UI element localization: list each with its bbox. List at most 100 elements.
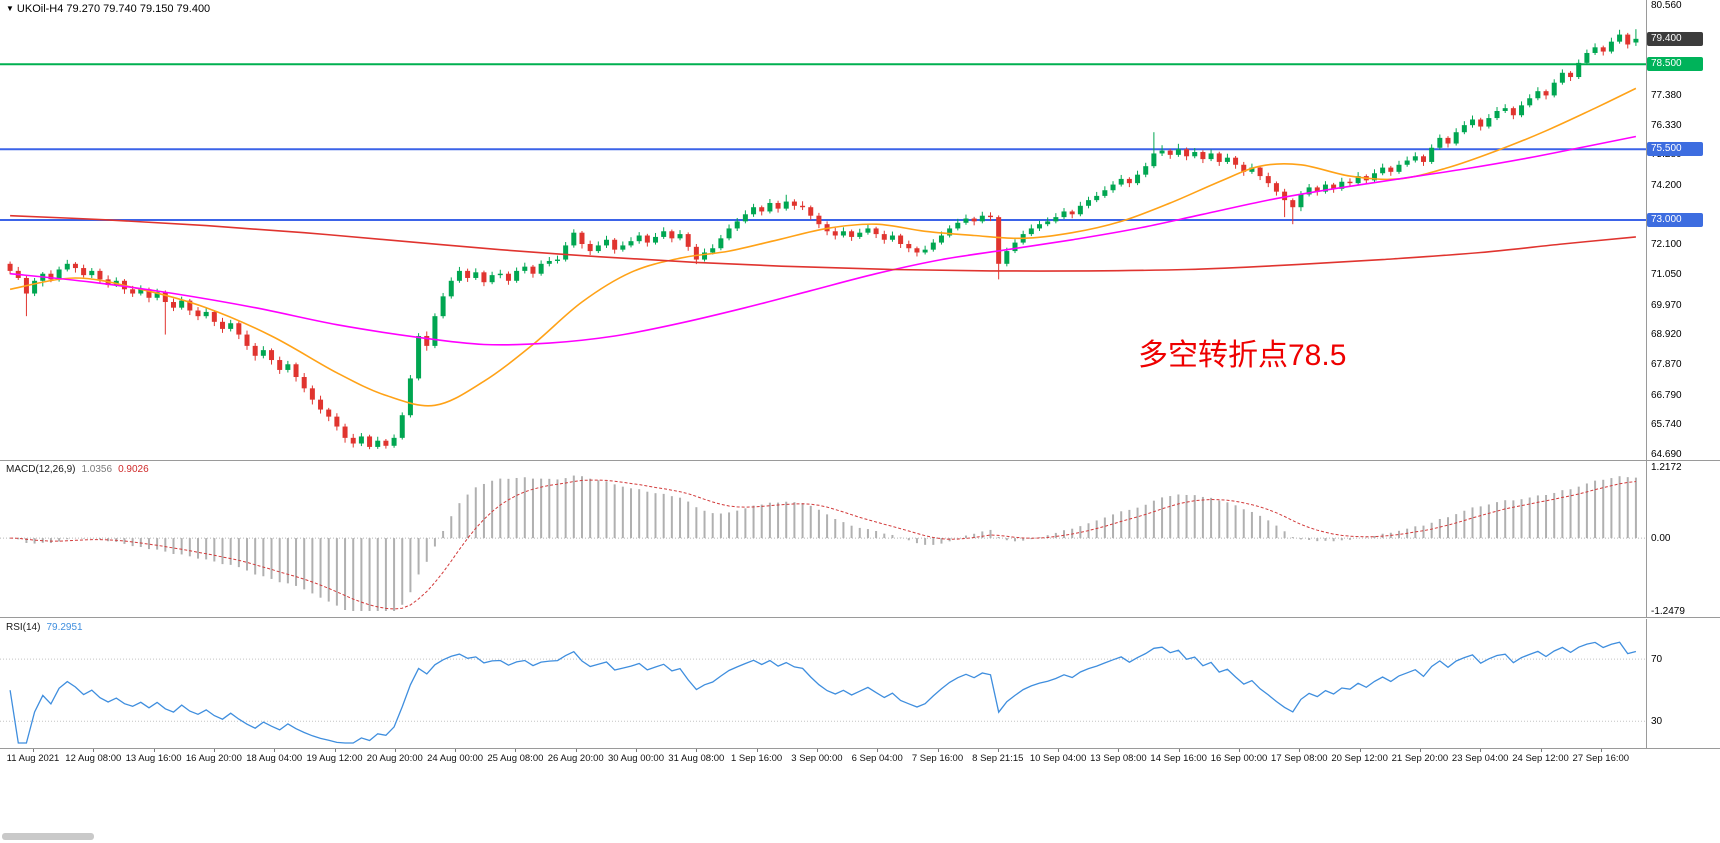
time-axis-label: 7 Sep 16:00 bbox=[911, 753, 964, 764]
time-axis-label: 13 Aug 16:00 bbox=[125, 753, 182, 764]
time-tick bbox=[515, 749, 517, 752]
price-scale-label: 69.970 bbox=[1651, 299, 1682, 311]
ma-mid-line bbox=[10, 135, 1637, 346]
macd-canvas[interactable] bbox=[0, 461, 1646, 617]
macd-axis-label: -1.2479 bbox=[1651, 606, 1685, 617]
macd-axis-label: 1.2172 bbox=[1651, 462, 1682, 473]
time-axis-label: 25 Aug 08:00 bbox=[487, 753, 544, 764]
price-annotation: 多空转折点78.5 bbox=[1138, 339, 1347, 372]
time-tick bbox=[33, 749, 34, 752]
ma-fast-line bbox=[9, 87, 1637, 407]
time-axis-label: 20 Aug 20:00 bbox=[366, 753, 423, 764]
time-tick bbox=[937, 749, 939, 752]
time-tick bbox=[575, 749, 577, 752]
time-axis-label: 26 Aug 20:00 bbox=[547, 753, 604, 764]
panel-separator bbox=[0, 748, 1720, 749]
time-axis-label: 16 Aug 20:00 bbox=[185, 753, 242, 764]
time-tick bbox=[997, 749, 999, 752]
time-tick bbox=[1480, 749, 1482, 752]
panel-separator[interactable] bbox=[0, 617, 1720, 618]
time-tick bbox=[274, 749, 276, 752]
time-tick bbox=[213, 749, 215, 752]
time-tick bbox=[1178, 749, 1180, 752]
time-tick bbox=[696, 749, 698, 752]
price-scale-label: 66.790 bbox=[1651, 389, 1682, 401]
rsi-canvas[interactable] bbox=[0, 619, 1646, 748]
time-axis-label: 30 Aug 00:00 bbox=[608, 753, 664, 764]
rsi-label: RSI(14) 79.2951 bbox=[6, 622, 83, 633]
price-scale-label: 67.870 bbox=[1651, 359, 1682, 371]
macd-histogram bbox=[17, 475, 1637, 611]
macd-value: 1.0356 bbox=[81, 464, 113, 475]
ma-slow-line bbox=[10, 214, 1636, 272]
time-tick bbox=[816, 749, 818, 752]
time-tick bbox=[1359, 749, 1361, 752]
price-badge-level: 75.500 bbox=[1647, 142, 1703, 157]
time-tick bbox=[1600, 749, 1602, 752]
time-tick bbox=[636, 749, 637, 752]
candlestick-series bbox=[7, 29, 1639, 450]
quote-header: ▼ UKOil-H4 79.270 79.740 79.150 79.400 bbox=[6, 3, 210, 15]
price-scale-label: 76.330 bbox=[1651, 119, 1682, 131]
time-axis-label: 3 Sep 00:00 bbox=[791, 753, 843, 764]
time-axis-label: 24 Sep 12:00 bbox=[1512, 753, 1569, 764]
rsi-line bbox=[9, 641, 1637, 744]
time-axis-label: 21 Sep 20:00 bbox=[1391, 753, 1449, 764]
time-tick bbox=[1118, 749, 1120, 752]
time-axis-label: 16 Sep 00:00 bbox=[1210, 753, 1268, 764]
time-tick bbox=[1299, 749, 1301, 752]
time-tick bbox=[1419, 749, 1421, 752]
price-scale-label: 65.740 bbox=[1651, 419, 1682, 431]
macd-axis-label: 0.00 bbox=[1651, 533, 1671, 545]
price-badge-level: 73.000 bbox=[1647, 212, 1703, 227]
macd-name: MACD(12,26,9) bbox=[6, 464, 76, 475]
price-badge-current: 79.400 bbox=[1647, 31, 1703, 46]
time-axis-label: 23 Sep 04:00 bbox=[1451, 753, 1509, 764]
quote-text: UKOil-H4 79.270 79.740 79.150 79.400 bbox=[16, 3, 211, 15]
time-axis[interactable]: 11 Aug 2021 12 Aug 08:00 13 Aug 16:00 16 Au… bbox=[0, 749, 1646, 768]
price-scale-label: 68.920 bbox=[1651, 329, 1682, 341]
macd-label: MACD(12,26,9) 1.0356 0.9026 bbox=[6, 464, 149, 475]
time-tick bbox=[756, 749, 758, 752]
macd-signal-line bbox=[10, 479, 1636, 610]
time-tick bbox=[1239, 749, 1240, 752]
time-axis-label: 8 Sep 21:15 bbox=[972, 753, 1024, 764]
price-scale-label: 71.050 bbox=[1651, 269, 1682, 281]
time-tick bbox=[1058, 749, 1060, 752]
time-tick bbox=[455, 749, 457, 752]
rsi-value: 79.2951 bbox=[46, 622, 83, 633]
time-tick bbox=[334, 749, 336, 752]
time-axis-label: 17 Sep 08:00 bbox=[1271, 753, 1328, 764]
time-axis-label: 12 Aug 08:00 bbox=[65, 753, 122, 764]
price-badge-level: 78.500 bbox=[1647, 57, 1703, 72]
horizontal-scrollbar[interactable] bbox=[2, 833, 94, 840]
time-axis-label: 6 Sep 04:00 bbox=[851, 753, 903, 764]
time-axis-label: 13 Sep 08:00 bbox=[1090, 753, 1147, 764]
price-scale-label: 64.690 bbox=[1651, 449, 1682, 461]
price-scale-label: 74.200 bbox=[1651, 179, 1682, 191]
price-scale-label: 72.100 bbox=[1651, 239, 1682, 251]
time-axis-label: 1 Sep 16:00 bbox=[730, 753, 783, 764]
time-axis-label: 24 Aug 00:00 bbox=[427, 753, 484, 764]
time-axis-label: 19 Aug 12:00 bbox=[306, 753, 363, 764]
price-scale-label: 80.560 bbox=[1651, 0, 1682, 11]
time-tick bbox=[394, 749, 396, 752]
time-tick bbox=[1540, 749, 1542, 752]
time-axis-label: 14 Sep 16:00 bbox=[1150, 753, 1207, 764]
time-tick bbox=[153, 749, 155, 752]
time-axis-label: 10 Sep 04:00 bbox=[1029, 753, 1087, 764]
time-tick bbox=[877, 749, 879, 752]
rsi-axis-label: 70 bbox=[1651, 654, 1663, 666]
rsi-axis-label: 30 bbox=[1651, 716, 1663, 728]
price-scale-label: 77.380 bbox=[1651, 89, 1682, 101]
time-tick bbox=[93, 749, 95, 752]
macd-signal-value: 0.9026 bbox=[118, 464, 149, 475]
price-chart-canvas[interactable] bbox=[0, 0, 1646, 460]
time-axis-label: 18 Aug 04:00 bbox=[246, 753, 303, 764]
panel-gap bbox=[0, 618, 1720, 619]
panel-separator[interactable] bbox=[0, 460, 1720, 461]
time-axis-label: 11 Aug 2021 bbox=[6, 753, 60, 764]
time-axis-label: 31 Aug 08:00 bbox=[668, 753, 725, 764]
price-scale[interactable]: 80.56077.38076.33075.28074.20072.10071.0… bbox=[1646, 0, 1720, 749]
